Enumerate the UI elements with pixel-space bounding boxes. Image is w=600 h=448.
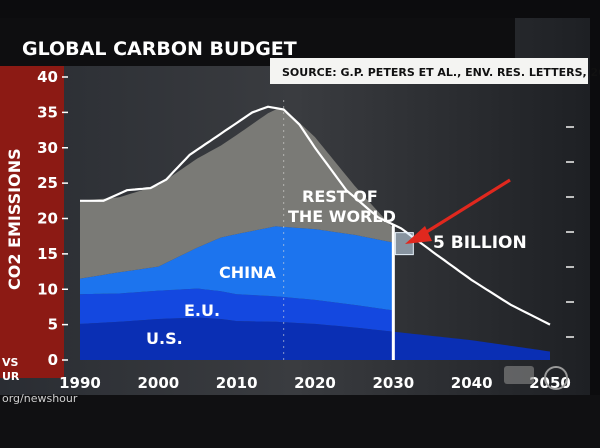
y-tick-label: 25 [37, 174, 58, 192]
area-rest-of-world [80, 107, 394, 279]
x-tick-label: 2020 [294, 374, 336, 392]
budget-curve [80, 105, 551, 326]
newshour-logo-line2: UR [2, 370, 20, 383]
grid-markers [283, 100, 574, 360]
newshour-logo-line1: VS [2, 356, 19, 369]
series-label-us: U.S. [146, 329, 183, 348]
stacked-areas [80, 107, 550, 360]
y-axis-label: CO2 EMISSIONS [5, 148, 24, 290]
x-tick-label: 2050 [529, 374, 571, 392]
annotation-5-billion: 5 BILLION [433, 233, 527, 253]
y-tick-label: 40 [37, 68, 58, 86]
y-tick-label: 10 [37, 280, 58, 298]
x-tick-label: 2040 [451, 374, 493, 392]
bottom-bezel [0, 395, 600, 448]
series-label-rest-line2: THE WORLD [288, 207, 396, 226]
area-china [80, 226, 394, 311]
y-tick-label: 15 [37, 245, 58, 263]
y-tick-label: 35 [37, 103, 58, 121]
y-tick-label: 30 [37, 139, 58, 157]
y-tick-label: 5 [48, 316, 58, 334]
x-tick-label: 2010 [216, 374, 258, 392]
y-tick-label: 20 [37, 210, 58, 228]
y-axis-band [0, 66, 64, 378]
newshour-url: org/newshour [2, 392, 78, 405]
x-tick-label: 2000 [137, 374, 179, 392]
chart-source: SOURCE: G.P. PETERS ET AL., ENV. RES. LE… [282, 66, 600, 79]
area-eu [80, 288, 394, 332]
annotation-arrow [405, 178, 511, 244]
intersection-highlight [394, 232, 414, 256]
series-label-rest-line1: REST OF [302, 187, 378, 206]
series-label-china: CHINA [219, 263, 276, 282]
y-axis-ticks: 0 5 10 15 20 25 30 35 40 [37, 68, 68, 369]
source-box [270, 58, 588, 84]
x-axis-ticks: 1990 2000 2010 2020 2030 2040 2050 [59, 374, 571, 392]
x-tick-label: 2030 [372, 374, 414, 392]
area-us [80, 317, 550, 360]
x-tick-label: 1990 [59, 374, 101, 392]
replay-icon [504, 366, 568, 390]
series-label-eu: E.U. [184, 301, 220, 320]
chart-title: GLOBAL CARBON BUDGET [22, 38, 297, 60]
y-tick-label: 0 [48, 351, 58, 369]
